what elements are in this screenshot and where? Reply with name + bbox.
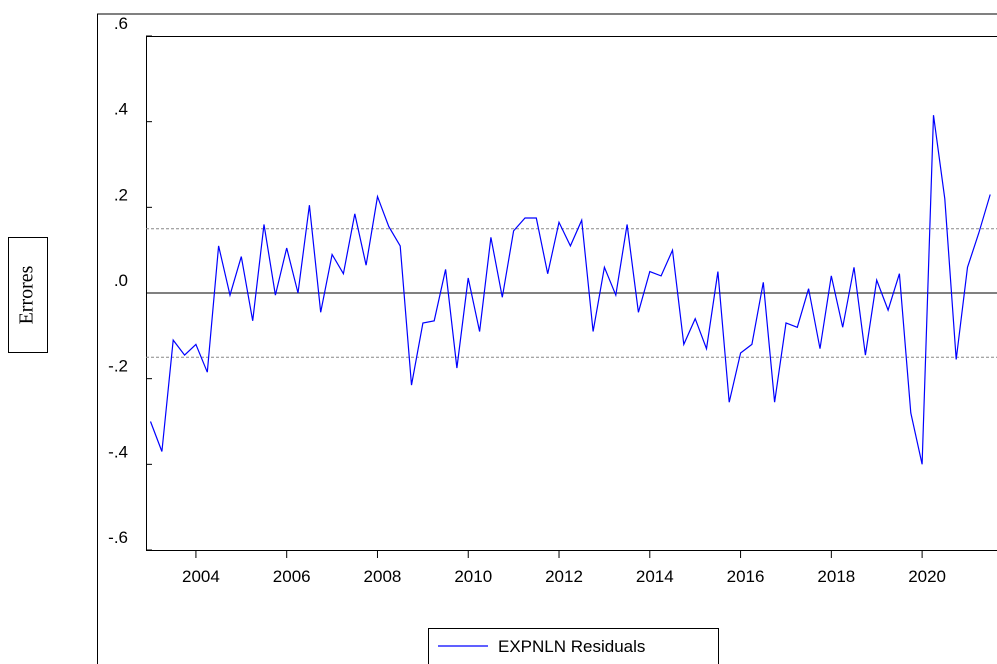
- y-tick-label: .4: [114, 100, 128, 119]
- y-label-box: [8, 237, 48, 353]
- x-tick-label: 2020: [908, 567, 946, 586]
- y-tick-label: .2: [114, 185, 128, 204]
- x-tick-label: 2012: [545, 567, 583, 586]
- series-line: [149, 115, 991, 465]
- legend-label: EXPNLN Residuals: [498, 637, 645, 656]
- x-tick-label: 2010: [454, 567, 492, 586]
- x-tick-label: 2004: [182, 567, 220, 586]
- x-tick-label: 2006: [273, 567, 311, 586]
- x-tick-label: 2014: [636, 567, 674, 586]
- y-tick-label: -.4: [108, 442, 128, 461]
- y-tick-label: .6: [114, 14, 128, 33]
- x-tick-label: 2016: [727, 567, 765, 586]
- y-tick-label: -.2: [108, 357, 128, 376]
- y-tick-label: .0: [114, 271, 128, 290]
- y-axis-label: Errores: [16, 265, 38, 324]
- x-tick-label: 2018: [817, 567, 855, 586]
- y-tick-label: -.6: [108, 528, 128, 547]
- x-tick-label: 2008: [364, 567, 402, 586]
